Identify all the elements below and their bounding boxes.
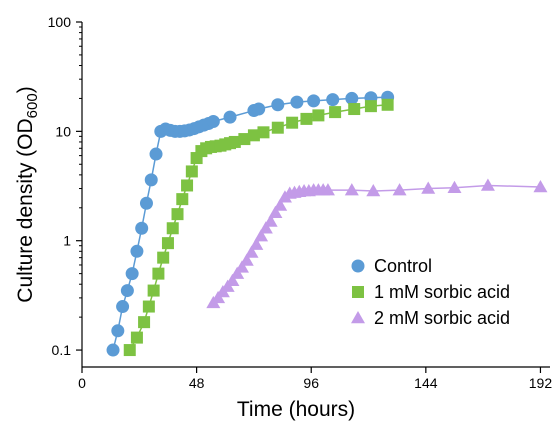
data-point-control (307, 94, 321, 108)
data-point-1-mm-sorbic-acid (329, 106, 342, 119)
data-point-2-mm-sorbic-acid (392, 183, 407, 196)
x-axis-title: Time (hours) (237, 398, 355, 421)
data-point-2-mm-sorbic-acid (447, 180, 462, 193)
data-point-1-mm-sorbic-acid (166, 222, 179, 235)
data-point-2-mm-sorbic-acid (268, 205, 283, 219)
data-point-1-mm-sorbic-acid (176, 193, 189, 206)
data-point-control (290, 95, 304, 109)
data-point-1-mm-sorbic-acid (247, 129, 260, 142)
data-point-2-mm-sorbic-acid (480, 178, 495, 191)
data-point-2-mm-sorbic-acid (254, 229, 269, 242)
data-point-control (144, 173, 158, 187)
axes: 0.1 1 10 100 0 48 96 144 192 Time (hours) Culture … (14, 14, 552, 421)
data-point-control (116, 300, 130, 314)
data-point-2-mm-sorbic-acid (421, 181, 436, 194)
data-point-1-mm-sorbic-acid (138, 316, 151, 329)
legend-marker-2-mm-sorbic-acid (351, 311, 365, 324)
x-tick-label: 0 (78, 375, 86, 391)
legend-label-1-mm-sorbic-acid: 1 mM sorbic acid (374, 282, 510, 302)
data-point-2-mm-sorbic-acid (244, 245, 259, 258)
y-tick-label: 0.1 (52, 342, 72, 358)
data-point-2-mm-sorbic-acid (273, 198, 288, 211)
data-point-2-mm-sorbic-acid (533, 179, 548, 193)
data-point-control (223, 110, 237, 124)
legend-marker-control (351, 259, 365, 273)
data-point-control (125, 267, 139, 281)
data-point-2-mm-sorbic-acid (344, 183, 359, 196)
data-point-control (326, 93, 340, 107)
legend-marker-1-mm-sorbic-acid (352, 286, 364, 298)
legend: Control 1 mM sorbic acid 2 mM sorbic acid (351, 256, 510, 328)
y-tick-label: 10 (55, 123, 71, 139)
y-tick-label: 100 (48, 14, 72, 30)
data-point-control (345, 91, 359, 105)
plot-area (106, 90, 548, 357)
data-point-control (149, 147, 163, 161)
data-point-1-mm-sorbic-acid (157, 251, 170, 264)
data-point-1-mm-sorbic-acid (147, 284, 160, 297)
data-point-1-mm-sorbic-acid (381, 98, 394, 111)
data-point-1-mm-sorbic-acid (300, 112, 313, 125)
x-tick-label: 96 (303, 375, 319, 391)
legend-label-control: Control (374, 256, 432, 276)
data-point-1-mm-sorbic-acid (312, 109, 325, 122)
data-point-1-mm-sorbic-acid (286, 116, 299, 129)
data-point-1-mm-sorbic-acid (152, 267, 165, 280)
data-point-1-mm-sorbic-acid (228, 135, 241, 148)
data-point-2-mm-sorbic-acid (320, 183, 335, 196)
data-point-1-mm-sorbic-acid (130, 331, 143, 344)
y-tick-label: 1 (63, 233, 71, 249)
x-tick-label: 48 (189, 375, 205, 391)
data-point-1-mm-sorbic-acid (185, 165, 198, 178)
data-point-control (106, 343, 120, 357)
data-point-control (252, 102, 266, 116)
data-point-2-mm-sorbic-acid (239, 253, 254, 266)
data-point-2-mm-sorbic-acid (230, 266, 245, 279)
data-point-1-mm-sorbic-acid (271, 121, 284, 134)
data-point-1-mm-sorbic-acid (257, 126, 270, 139)
data-point-control (111, 324, 125, 338)
data-point-2-mm-sorbic-acid (249, 237, 264, 250)
data-point-control (130, 244, 144, 258)
data-point-control (135, 221, 149, 235)
data-point-2-mm-sorbic-acid (263, 214, 278, 227)
data-point-1-mm-sorbic-acid (171, 208, 184, 221)
data-point-2-mm-sorbic-acid (234, 260, 249, 273)
x-tick-label: 144 (414, 375, 438, 391)
data-point-1-mm-sorbic-acid (123, 344, 136, 357)
data-point-control (120, 284, 134, 298)
data-point-control (206, 115, 220, 129)
legend-label-2-mm-sorbic-acid: 2 mM sorbic acid (374, 308, 510, 328)
data-point-1-mm-sorbic-acid (161, 237, 174, 250)
data-point-1-mm-sorbic-acid (142, 300, 155, 313)
data-point-2-mm-sorbic-acid (225, 273, 240, 287)
data-point-control (271, 98, 285, 112)
y-axis-title: Culture density (OD600) (14, 86, 41, 302)
data-point-2-mm-sorbic-acid (258, 221, 273, 234)
data-point-1-mm-sorbic-acid (364, 100, 377, 113)
x-tick-label: 192 (529, 375, 553, 391)
data-point-2-mm-sorbic-acid (366, 183, 381, 197)
data-point-1-mm-sorbic-acid (348, 103, 361, 116)
data-point-1-mm-sorbic-acid (181, 179, 194, 192)
data-point-1-mm-sorbic-acid (238, 133, 251, 146)
data-point-control (139, 196, 153, 210)
